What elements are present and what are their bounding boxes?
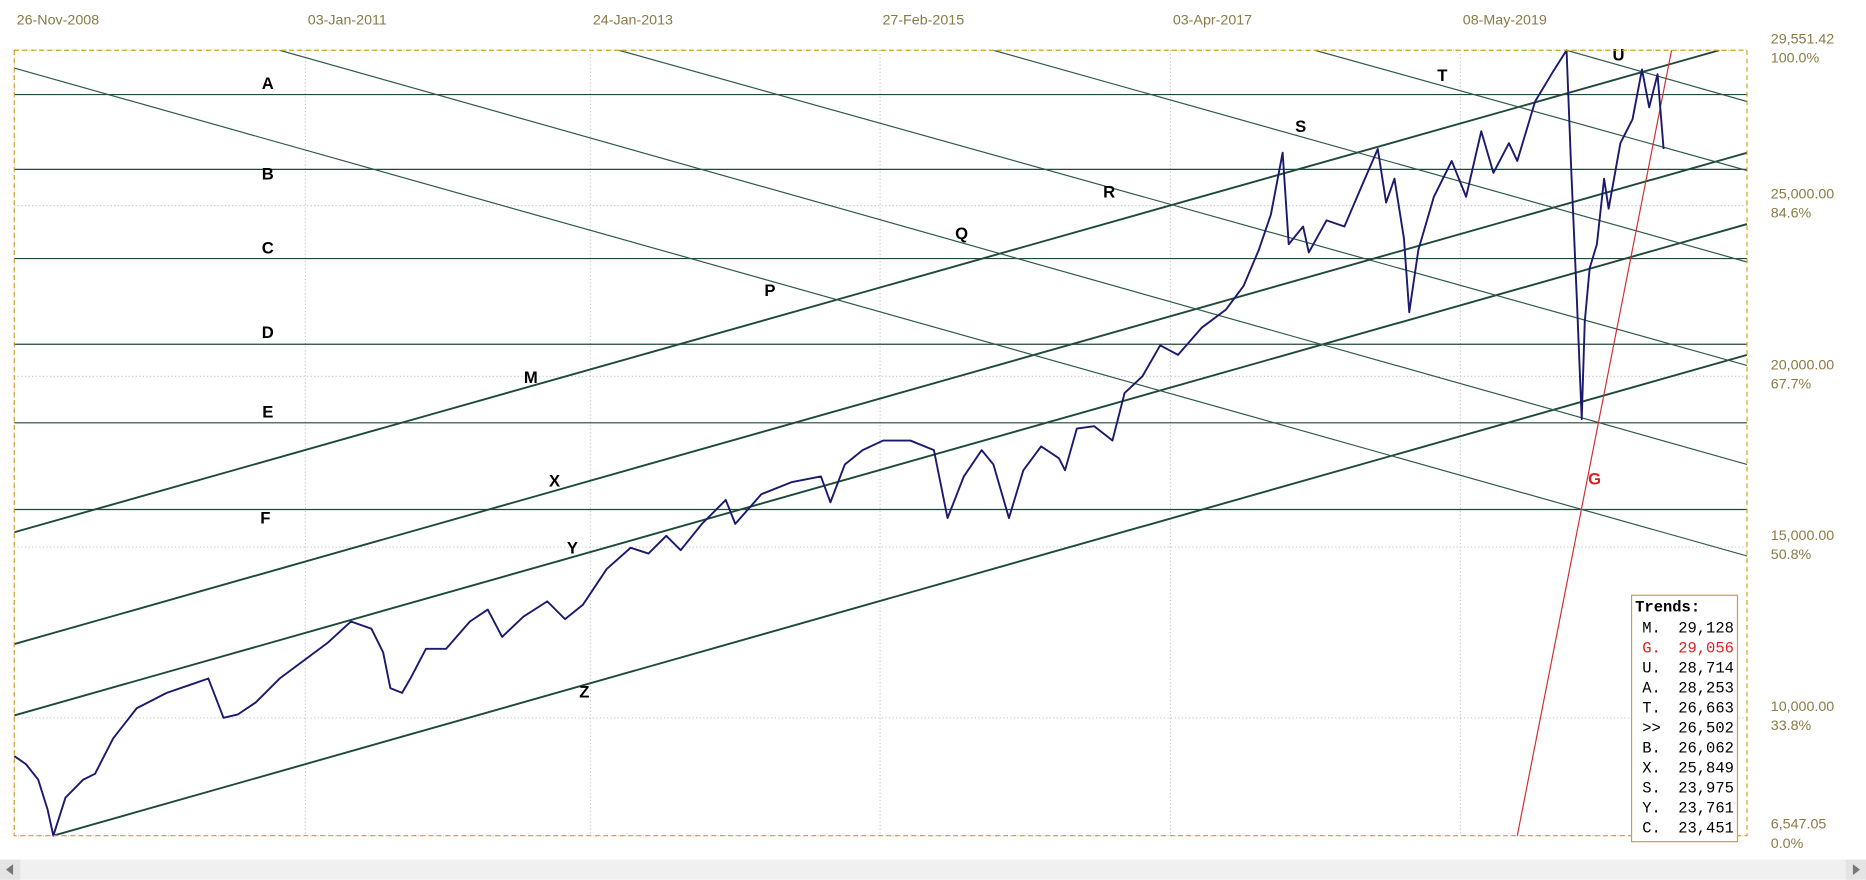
labels: 26-Nov-2008 03-Jan-2011 24-Jan-2013 27-Feb-… [17,12,1835,852]
price-line [13,49,1665,837]
trends-box-title: Trends: [1635,598,1700,616]
y-tick-label: 15,000.00 [1771,528,1835,544]
y-tick-percent-label: 84.6% [1771,206,1812,222]
trend-row-name: T. [1642,700,1661,718]
trend-row-value: 23,975 [1678,780,1734,798]
trend-line [14,67,1747,557]
trend-line [53,353,1747,836]
trend-label: Y [567,538,578,557]
trends-box-frame [1630,594,1739,843]
trend-row-value: 26,663 [1678,700,1734,718]
trend-line [618,50,1747,367]
trend-line [993,50,1747,263]
trend-row-name: S. [1642,780,1661,798]
trend-label: Q [955,224,968,243]
trend-label: X [549,472,560,491]
trend-row-name: G. [1642,640,1661,658]
y-tick-percent-label: 100.0% [1771,50,1820,66]
x-tick-label: 27-Feb-2015 [882,12,964,28]
trend-label: C [262,238,274,257]
price-series [13,49,1665,837]
x-tick-label: 03-Jan-2011 [308,12,387,28]
trend-row-value: 29,056 [1678,640,1734,658]
y-tick-label: 29,551.42 [1771,31,1835,47]
trends-box: Trends: M. 29,128 G. 29,056 U. 28,714 A. 28,253 T… [1630,594,1739,843]
y-tick-percent-label: 67.7% [1771,376,1812,392]
trend-row-name: U. [1642,660,1661,678]
trend-label: R [1103,182,1115,201]
trend-line [1314,50,1747,172]
y-tick-percent-label: 50.8% [1771,547,1812,563]
trend-row-value: 28,253 [1678,680,1734,698]
x-tick-label: 08-May-2019 [1463,12,1547,28]
trend-row-name: >> [1642,720,1661,738]
trend-line [14,50,1720,534]
trend-line [279,50,1747,466]
y-tick-percent-label: 33.8% [1771,718,1812,734]
y-tick-label: 10,000.00 [1771,699,1835,715]
trend-label: U [1612,46,1624,65]
y-tick-label: 25,000.00 [1771,187,1835,203]
trend-row-name: X. [1642,760,1661,778]
trend-line [1516,50,1673,836]
trend-row-value: 23,451 [1678,820,1734,838]
scroll-right-arrow [1852,864,1861,875]
y-tick-label: 20,000.00 [1771,357,1835,373]
trend-row-value: 23,761 [1678,800,1734,818]
trend-line [14,223,1747,717]
x-tick-label: 03-Apr-2017 [1173,12,1252,28]
trend-label: B [262,165,274,184]
trend-row-value: 28,714 [1678,660,1734,678]
trend-label: S [1295,117,1306,136]
trend-label: M [524,368,538,387]
scroll-left-arrow [5,864,14,875]
y-tick-percent-label: 0.0% [1771,836,1804,852]
trend-row-name: C. [1642,820,1661,838]
trend-label: T [1437,66,1447,85]
trend-label: P [764,281,775,300]
trend-row-name: B. [1642,740,1661,758]
trend-row-name: Y. [1642,800,1661,818]
trend-label: D [262,323,274,342]
trend-row-value: 26,062 [1678,740,1734,758]
scrollbar [0,859,1866,880]
scrollbar-track [0,859,1866,880]
trend-label: Z [579,682,589,701]
trend-row-name: A. [1642,680,1661,698]
plot-border [13,49,1748,837]
trend-row-value: 26,502 [1678,720,1734,738]
y-tick-label: 6,547.05 [1771,817,1827,833]
trend-label: A [262,74,274,93]
x-tick-label: 24-Jan-2013 [593,12,673,28]
trend-label: E [262,403,273,422]
trend-row-value: 25,849 [1678,760,1734,778]
trend-line [14,151,1747,645]
trend-lines [14,50,1747,836]
trend-row-name: M. [1642,620,1661,638]
x-tick-label: 26-Nov-2008 [17,12,100,28]
trend-label: G [1588,469,1601,488]
trend-row-value: 29,128 [1678,620,1734,638]
trend-label: F [260,509,270,528]
